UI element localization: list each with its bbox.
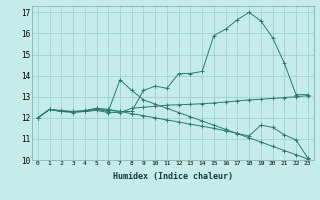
X-axis label: Humidex (Indice chaleur): Humidex (Indice chaleur) <box>113 172 233 181</box>
